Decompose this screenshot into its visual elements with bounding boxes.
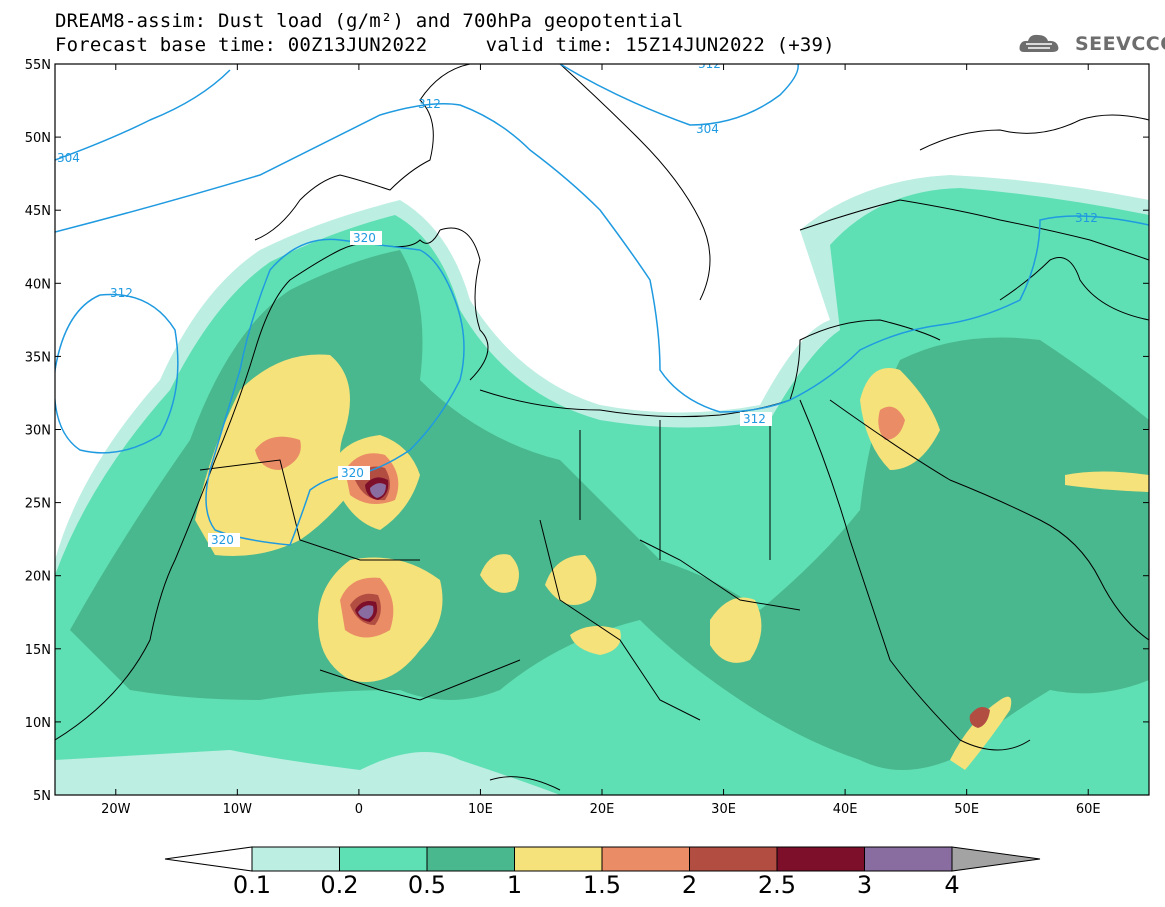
dust-level-3: [370, 483, 386, 498]
colorbar-swatch: [776, 846, 865, 872]
lon-tick-label: 10E: [468, 802, 493, 817]
lat-tick-label: 10N: [25, 716, 51, 731]
lat-tick-label: 30N: [25, 424, 51, 439]
colorbar-over-triangle: [951, 846, 1041, 872]
contour-label: 312: [110, 286, 133, 300]
dust-level-1: [570, 626, 621, 655]
dust-level-1.5: [878, 406, 905, 440]
dust-level-3: [358, 605, 374, 619]
lat-tick-label: 55N: [25, 58, 51, 73]
colorbar-swatch: [689, 846, 778, 872]
colorbar-level-label: 1.5: [583, 871, 621, 899]
lon-tick-label: 20E: [590, 802, 615, 817]
lat-tick-label: 40N: [25, 277, 51, 292]
colorbar-level-label: 1: [507, 871, 522, 899]
contour-label: 320: [211, 533, 234, 547]
lon-tick-label: 10W: [223, 802, 253, 817]
lat-tick-label: 15N: [25, 643, 51, 658]
contour-label: 304: [696, 122, 719, 136]
contour-304-north: [559, 64, 799, 126]
contour-label: 312: [743, 412, 766, 426]
dust-level-1: [710, 597, 762, 663]
contour-320: [205, 238, 465, 546]
lon-tick-label: 60E: [1076, 802, 1101, 817]
dust-fields: [55, 175, 1149, 795]
colorbar-swatch: [864, 846, 953, 872]
colorbar-under-triangle: [164, 846, 253, 872]
map-area: 304 312 312 320 320 320 312 312 304 312: [55, 57, 1149, 795]
lon-tick-label: 40E: [833, 802, 858, 817]
lat-tick-label: 45N: [25, 204, 51, 219]
colorbar-level-label: 0.1: [233, 871, 271, 899]
lon-tick-label: 0: [355, 802, 363, 817]
contour-label: 320: [341, 466, 364, 480]
dust-level-2: [969, 706, 990, 728]
colorbar-swatch: [339, 846, 428, 872]
geopotential-contours: [55, 64, 1149, 546]
contour-304-west: [55, 69, 231, 161]
colorbar: 0.1 0.2 0.5 1 1.5 2 2.5 3 4: [164, 846, 1041, 899]
lon-tick-label: 20W: [101, 802, 131, 817]
lat-tick-label: 35N: [25, 350, 51, 365]
contour-label: 320: [353, 231, 376, 245]
colorbar-level-label: 0.5: [408, 871, 446, 899]
colorbar-swatch: [426, 846, 515, 872]
lon-tick-label: 30E: [711, 802, 736, 817]
colorbar-level-label: 2: [682, 871, 697, 899]
contour-312-north: [55, 103, 1149, 413]
logo-text: SEEVCCC: [1075, 33, 1165, 55]
lat-tick-label: 25N: [25, 497, 51, 512]
dust-level-1: [1065, 471, 1149, 492]
contour-label: 312: [698, 57, 721, 71]
colorbar-level-label: 4: [944, 871, 959, 899]
chart-subtitle: Forecast base time: 00Z13JUN2022 valid t…: [55, 34, 835, 56]
lat-tick-label: 20N: [25, 570, 51, 585]
contour-label: 312: [1075, 211, 1098, 225]
colorbar-swatch: [251, 846, 340, 872]
contour-label: 304: [57, 151, 80, 165]
colorbar-level-label: 2.5: [758, 871, 796, 899]
colorbar-swatch: [514, 846, 603, 872]
lat-tick-label: 5N: [33, 789, 51, 804]
coastlines: [55, 64, 1149, 791]
lat-tick-label: 50N: [25, 131, 51, 146]
cloud-logo-icon: [1019, 34, 1059, 52]
dust-level-1: [480, 554, 519, 593]
dust-level-1: [950, 696, 1012, 770]
chart-title: DREAM8-assim: Dust load (g/m²) and 700hP…: [55, 10, 684, 32]
colorbar-level-label: 3: [857, 871, 872, 899]
colorbar-level-label: 0.2: [320, 871, 358, 899]
colorbar-swatch: [601, 846, 690, 872]
lon-tick-label: 50E: [954, 802, 979, 817]
contour-label: 312: [418, 97, 441, 111]
contour-312-cutoff: [55, 293, 179, 454]
